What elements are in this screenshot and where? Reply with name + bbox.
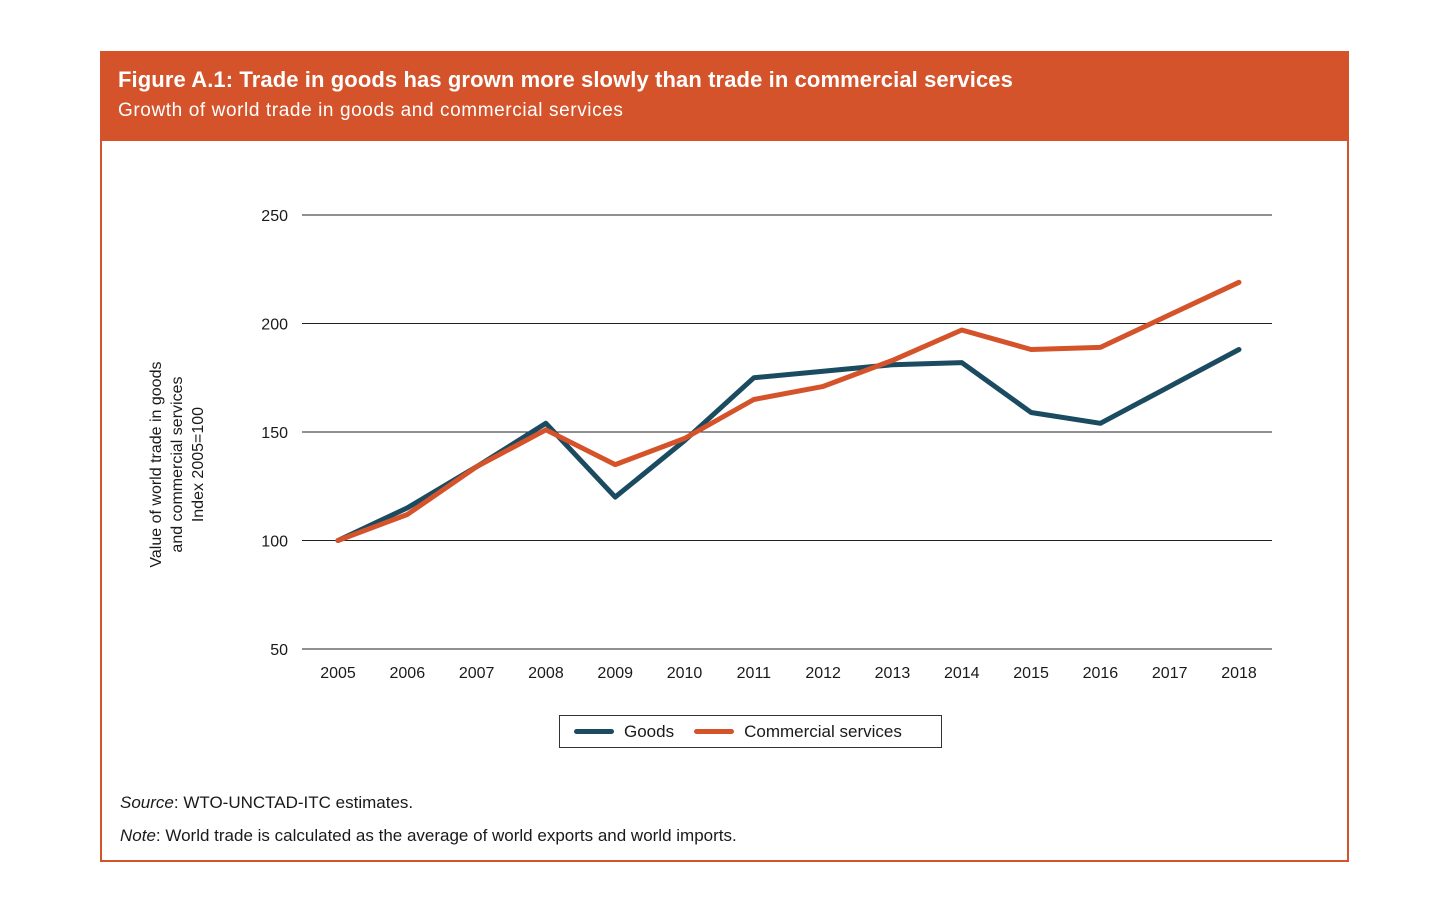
line-chart: 50 100 150 200 250 2005 2006 2007 2008 2009 2010 20… [148,208,1272,682]
x-tick-label: 2011 [737,665,772,682]
y-axis-label: Value of world trade in goods [148,362,165,568]
series-line-commercial-services [335,279,1242,543]
legend-label-services: Commercial services [744,721,902,741]
x-tick-label: 2015 [1013,665,1049,682]
chart-legend: Goods Commercial services [559,715,942,748]
y-axis-label: Index 2005=100 [190,407,207,522]
note-text: : World trade is calculated as the avera… [155,826,737,845]
series-line-goods [335,347,1242,543]
x-tick-label: 2013 [875,665,911,682]
figure-title: Figure A.1: Trade in goods has grown mor… [118,67,1013,92]
legend-item-services: Commercial services [694,722,902,742]
y-axis-label: and commercial services [169,377,186,553]
note-label: Note [120,826,156,845]
legend-swatch-goods [574,729,614,734]
y-tick-label: 50 [270,642,288,659]
source-text: : WTO-UNCTAD-ITC estimates. [173,793,414,812]
y-tick-label: 100 [261,534,288,551]
x-tick-label: 2009 [597,665,633,682]
x-tick-label: 2016 [1083,665,1119,682]
y-tick-label: 250 [261,208,288,225]
figure-frame: Figure A.1: Trade in goods has grown mor… [100,51,1349,862]
figure-subtitle: Growth of world trade in goods and comme… [118,100,624,121]
x-tick-label: 2010 [667,665,703,682]
x-tick-label: 2017 [1152,665,1188,682]
x-tick-label: 2007 [459,665,495,682]
figure-header: Figure A.1: Trade in goods has grown mor… [102,53,1347,141]
x-tick-label: 2005 [320,665,356,682]
legend-swatch-services [694,729,735,734]
footnote: Note: World trade is calculated as the a… [120,826,737,846]
x-tick-label: 2018 [1221,665,1257,682]
source-label: Source [120,793,174,812]
legend-item-goods: Goods [574,722,674,742]
y-tick-label: 150 [261,425,288,442]
source-note: Source: WTO-UNCTAD-ITC estimates. [120,793,413,813]
x-tick-label: 2014 [944,665,980,682]
y-tick-label: 200 [261,317,288,334]
x-tick-label: 2012 [805,665,841,682]
x-tick-label: 2008 [528,665,564,682]
x-tick-label: 2006 [390,665,426,682]
legend-label-goods: Goods [624,721,675,741]
